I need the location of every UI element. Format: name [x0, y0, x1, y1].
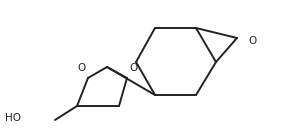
Text: O: O: [78, 63, 86, 73]
Text: O: O: [248, 36, 256, 46]
Text: HO: HO: [5, 113, 21, 123]
Text: O: O: [129, 63, 137, 73]
